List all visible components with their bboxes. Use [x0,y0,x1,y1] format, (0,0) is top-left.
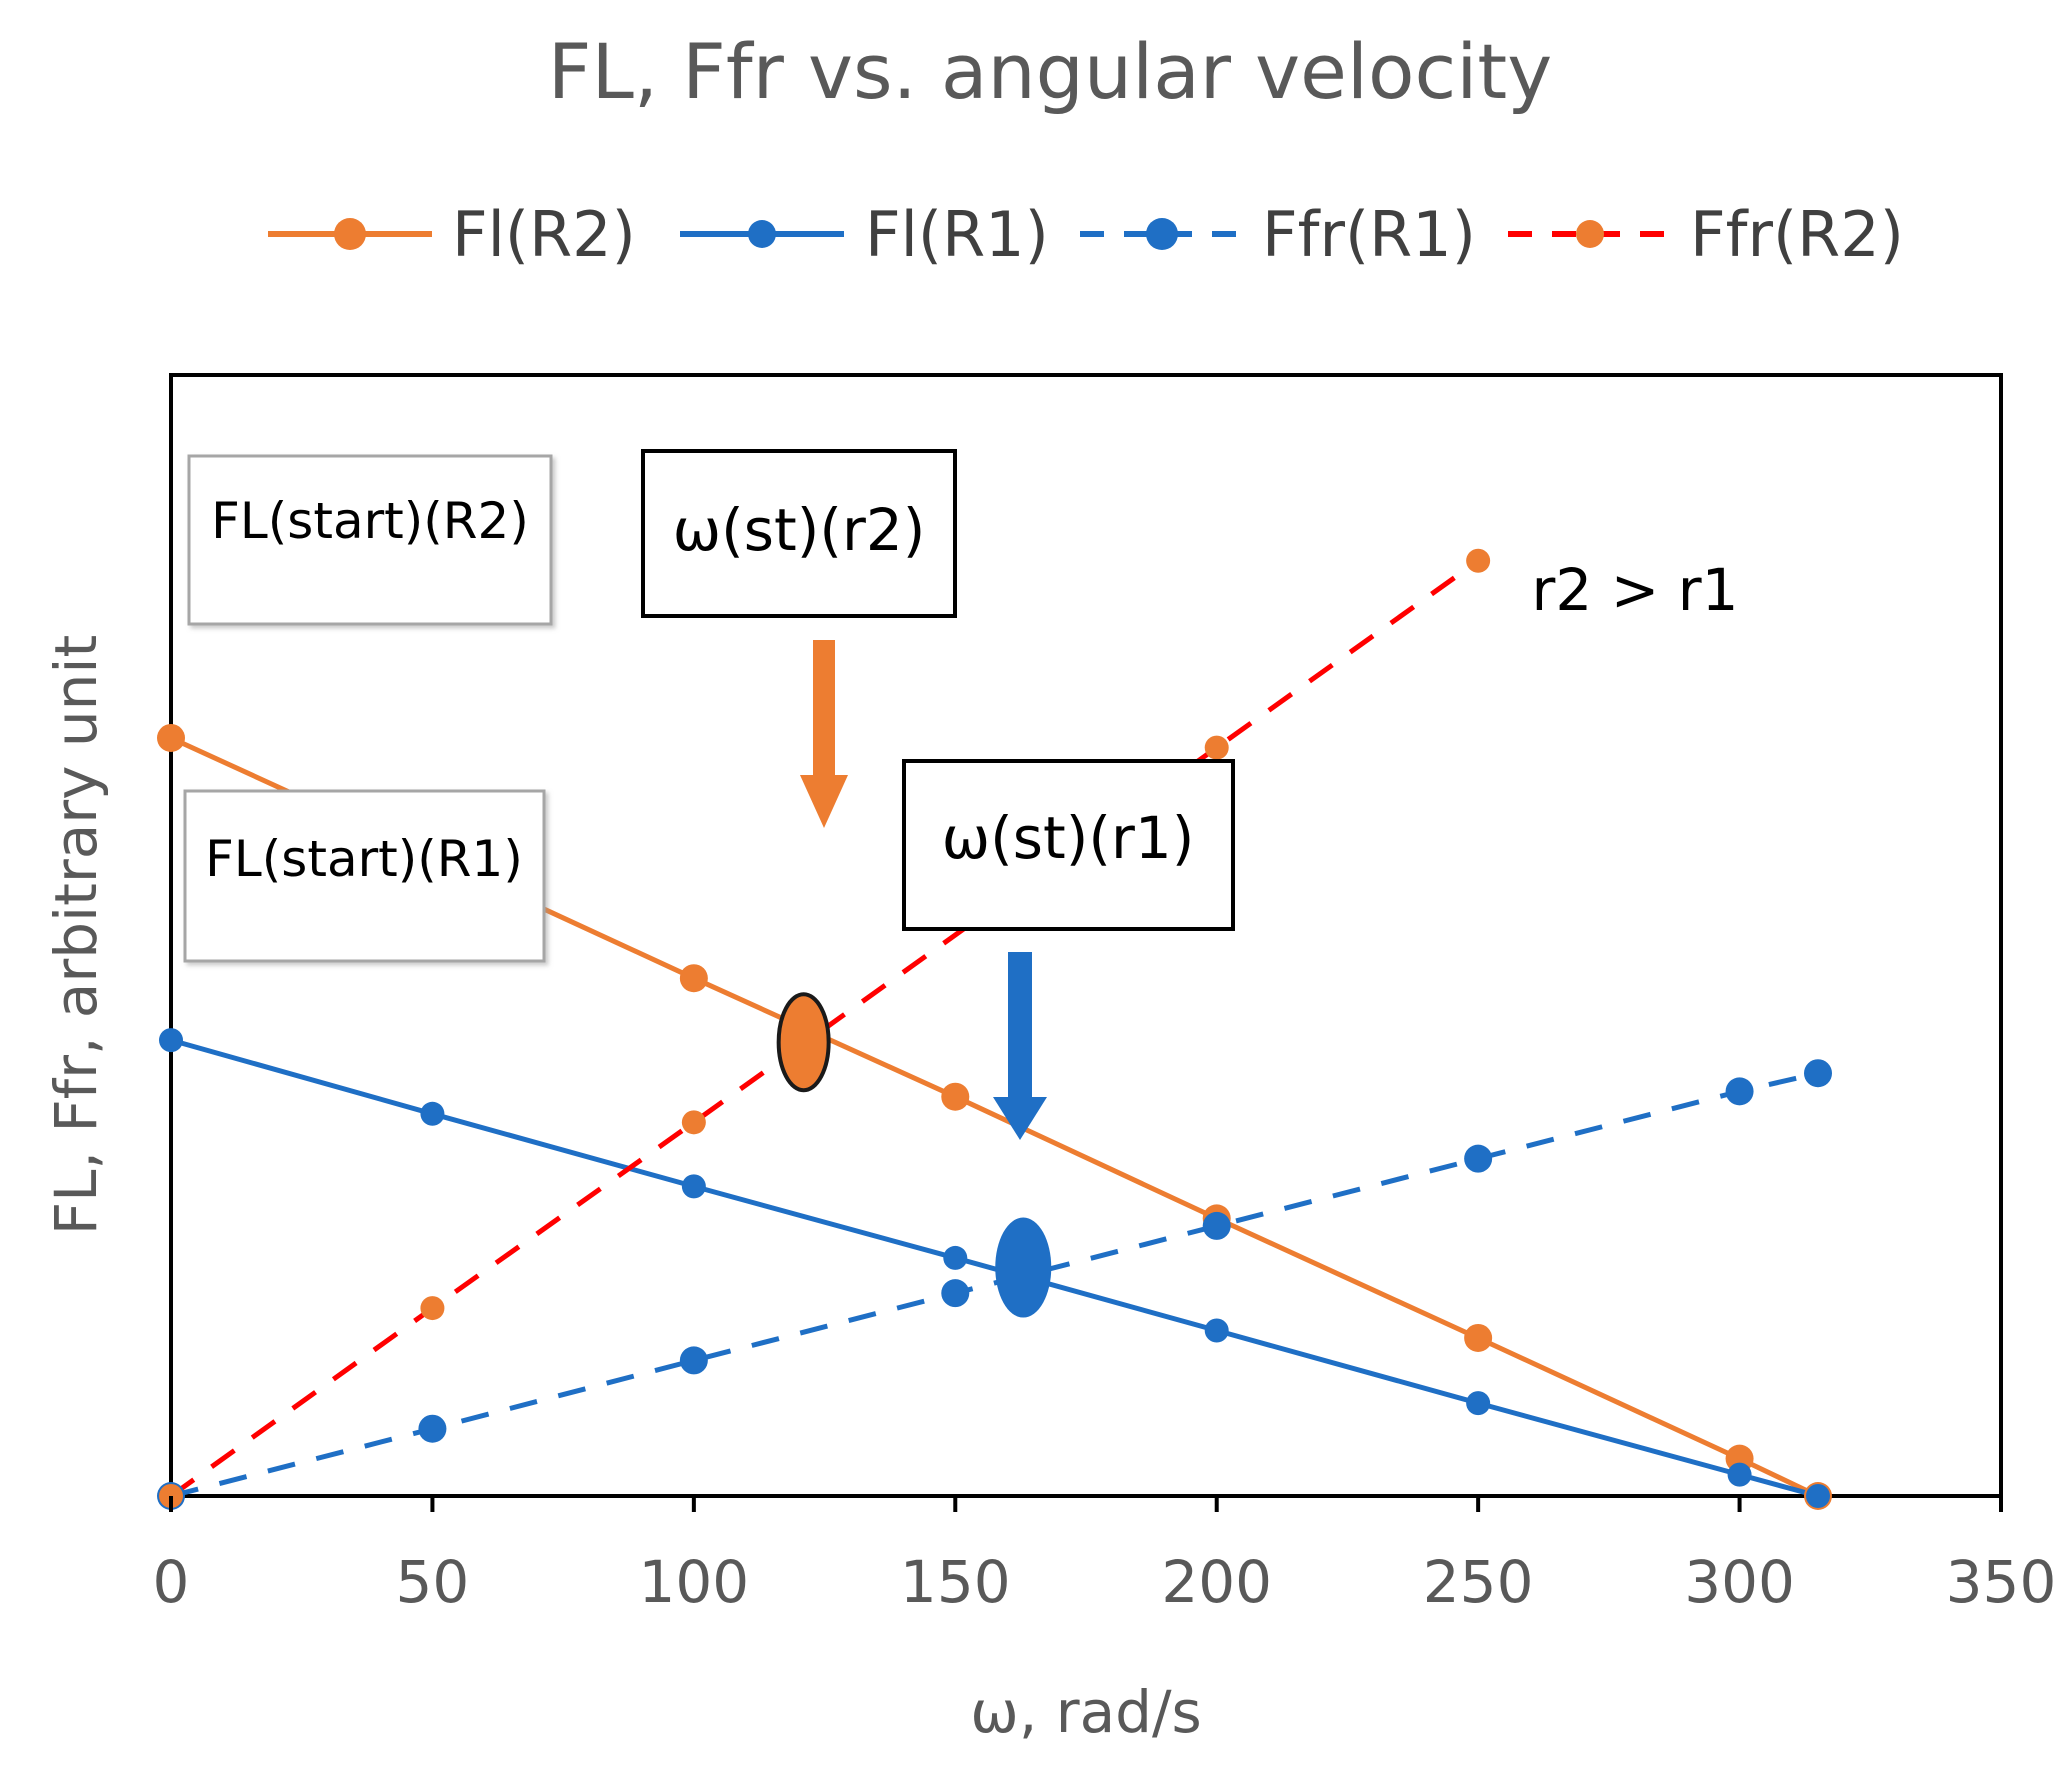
annotation-omega-st-r2: ω(st)(r2) [641,449,957,618]
series-point-ffr-r1 [1202,1211,1231,1240]
x-tick-label: 250 [1423,1548,1534,1616]
legend-swatch-marker [1576,220,1604,248]
series-point-ffr-r2 [420,1296,445,1321]
x-axis-label: ω, rad/s [970,1678,1201,1746]
legend-item-ffr-r2: Ffr(R2) [1508,198,1904,271]
series-point-fl-r1 [1466,1391,1491,1416]
series-line-fl-r1 [170,1037,1819,1499]
series-point-fl-r2 [679,964,708,993]
legend-label: Fl(R2) [452,198,636,271]
x-tick-label: 50 [396,1548,470,1616]
x-tick-label: 100 [638,1548,749,1616]
x-tick-label: 0 [153,1548,190,1616]
y-axis-label: FL, Ffr, arbitrary unit [42,635,110,1235]
legend-item-fl-r1: Fl(R1) [680,198,1049,271]
intersection-marker [776,992,831,1093]
legend: Fl(R2) Fl(R1) Ffr(R1) Ffr(R2) [268,198,1904,271]
series-line-ffr-r2 [169,558,1480,1499]
legend-item-fl-r2: Fl(R2) [268,198,636,271]
annotation-fl-start-r1-text: FL(start)(R1) [205,830,523,888]
annotation-fl-start-r2: FL(start)(R2) [187,454,553,626]
series-point-fl-r2 [157,723,185,752]
legend-item-ffr-r1: Ffr(R1) [1080,198,1476,271]
legend-label: Ffr(R1) [1262,198,1476,271]
series-point-fl-r1 [1727,1462,1752,1487]
series-point-ffr-r1 [1804,1059,1832,1088]
annotation-fl-start-r2-text: FL(start)(R2) [211,492,529,550]
arrow-omega-st-r2 [800,640,848,828]
series-point-ffr-r2 [1204,735,1229,760]
intersection-layer [776,992,1052,1318]
series-point-fl-r2 [941,1082,970,1111]
legend-swatch-marker [1146,218,1178,250]
series-point-fl-r1 [681,1174,706,1199]
series-point-ffr-r1 [679,1346,708,1375]
annotation-omega-st-r1: ω(st)(r1) [902,759,1235,931]
arrow-omega-st-r1 [993,952,1047,1140]
annotation-fl-start-r1: FL(start)(R1) [183,789,546,963]
x-axis: 0 50 100 150 200 250 300 350 [153,1496,2057,1616]
series-point-ffr-r1 [941,1279,970,1308]
chart-title: FL, Ffr vs. angular velocity [548,27,1552,116]
series-point-ffr-r2 [1466,548,1491,573]
legend-swatch-marker [334,218,366,250]
annotation-omega-st-r2-text: ω(st)(r2) [673,496,926,564]
series-point-ffr-r1 [1725,1077,1754,1106]
legend-swatch-marker [748,220,776,248]
legend-label: Fl(R1) [865,198,1049,271]
x-tick-label: 150 [900,1548,1011,1616]
series-point-ffr-r1 [1464,1144,1493,1173]
series-point-fl-r1 [943,1245,968,1270]
series-point-fl-r1 [159,1028,183,1053]
annotation-omega-st-r1-text: ω(st)(r1) [942,804,1195,872]
x-tick-label: 300 [1684,1548,1795,1616]
series-point-fl-r2 [1464,1323,1493,1352]
intersection-marker [995,1217,1052,1318]
series-point-fl-r1 [1204,1318,1229,1343]
series-point-ffr-r1 [418,1414,447,1443]
series-point-fl-r1 [1806,1484,1830,1508]
series-line-ffr-r1 [170,1070,1819,1499]
x-tick-label: 350 [1946,1548,2057,1616]
legend-label: Ffr(R2) [1690,198,1904,271]
annotation-r-relation: r2 > r1 [1532,556,1739,624]
x-tick-label: 200 [1161,1548,1272,1616]
series-point-ffr-r2 [681,1110,706,1135]
series-point-fl-r1 [420,1101,445,1126]
